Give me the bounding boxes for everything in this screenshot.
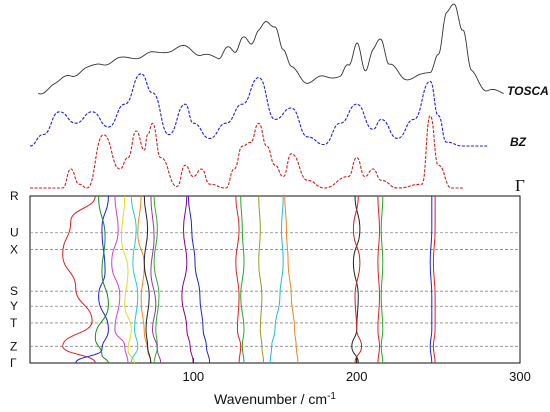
spectrum-label-gamma: Γ: [515, 176, 525, 195]
phonon-band-line: [75, 195, 109, 364]
phonon-band-line: [352, 195, 363, 364]
phonon-band-line: [181, 195, 194, 364]
spectrum-label-tosca: TOSCA: [507, 84, 549, 98]
phonon-band-line: [377, 195, 381, 364]
phonon-band-line: [429, 196, 433, 364]
phonon-band-line: [380, 195, 384, 364]
x-axis-title: Wavenumber / cm-1: [214, 391, 336, 408]
spectrum-line-gamma: [30, 115, 463, 189]
phonon-band-line: [150, 195, 162, 364]
x-tick-label: 200: [346, 369, 368, 384]
kpoint-label: U: [10, 226, 19, 240]
phonon-band-line: [111, 195, 129, 364]
dispersion-frame: [29, 195, 521, 364]
phonon-band-line: [284, 195, 299, 364]
kpoint-label: Z: [10, 339, 17, 353]
kpoint-label: T: [10, 316, 18, 330]
phonon-band-line: [94, 195, 109, 364]
kpoint-label: X: [10, 242, 18, 256]
spectrum-line-tosca: [38, 3, 504, 95]
phonon-band-line: [62, 195, 96, 364]
phonon-band-line: [130, 195, 139, 364]
phonon-band-line: [432, 195, 436, 364]
phonon-band-line: [240, 195, 245, 364]
spectra-panel: TOSCA BZ Γ: [29, 3, 549, 195]
spectrum-label-bz: BZ: [510, 135, 527, 149]
kpoint-label: S: [10, 284, 18, 298]
phonon-band-line: [137, 195, 152, 364]
phonon-band-line: [120, 195, 135, 364]
kpoint-label: Γ: [10, 356, 17, 370]
kpoint-label: R: [10, 189, 19, 203]
phonon-band-line: [187, 195, 211, 364]
phonon-band-line: [351, 195, 361, 364]
spectrum-line-bz: [29, 73, 488, 147]
kpoint-label: Y: [10, 299, 18, 313]
phonon-band-line: [153, 195, 160, 364]
x-tick-label: 100: [182, 369, 204, 384]
x-tick-label: 300: [509, 369, 531, 384]
phonon-band-line: [235, 195, 242, 364]
phonon-band-line: [143, 195, 152, 364]
phonon-band-line: [269, 195, 284, 364]
phonon-band-line: [258, 195, 265, 364]
